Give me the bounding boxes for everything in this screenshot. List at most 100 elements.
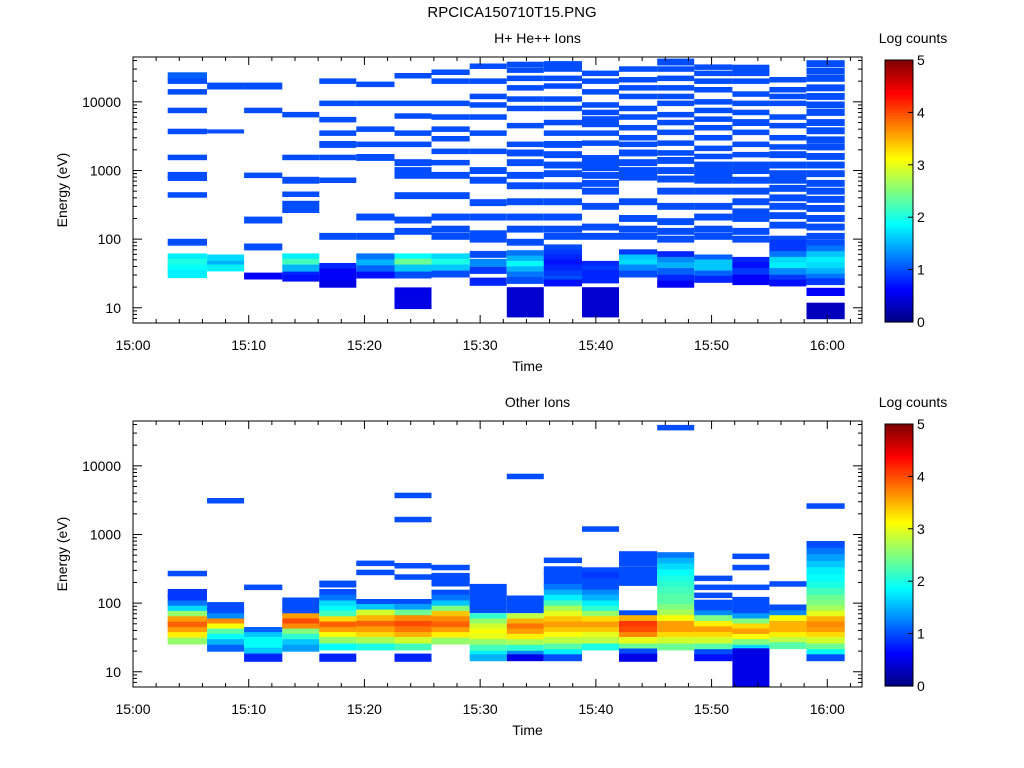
heatmap-cell (694, 259, 733, 268)
colorbar-segment (885, 555, 913, 559)
heatmap-cell (657, 581, 695, 590)
heatmap-cell (694, 145, 733, 152)
colorbar-segment (885, 159, 913, 163)
heatmap-cell (469, 618, 507, 627)
colorbar-segment (885, 528, 913, 533)
heatmap-cell (694, 575, 733, 582)
heatmap-cell (207, 613, 245, 622)
heatmap-cell (469, 148, 507, 155)
heatmap-cell (543, 96, 582, 102)
heatmap-cell (694, 264, 733, 273)
colorbar-segment (885, 426, 913, 430)
colorbar-segment (885, 479, 913, 483)
colorbar-segment (885, 526, 913, 530)
heatmap-cell (806, 205, 845, 212)
heatmap-cell (732, 187, 770, 195)
heatmap-cell (469, 277, 507, 286)
heatmap-cell (319, 154, 357, 161)
heatmap-cell (694, 64, 733, 70)
heatmap-cell (769, 170, 807, 178)
x-tick-label: 15:10 (231, 337, 266, 353)
heatmap-cell (506, 595, 544, 603)
heatmap-cell (657, 235, 695, 243)
heatmap-cell (806, 610, 845, 620)
heatmap-cell (506, 633, 544, 643)
heatmap-cell (506, 628, 544, 637)
heatmap-cell (582, 567, 619, 576)
heatmap-cell (806, 143, 845, 151)
heatmap-cell (694, 167, 733, 174)
heatmap-cell (543, 279, 582, 287)
heatmap-cell (431, 270, 470, 278)
heatmap-cell (394, 192, 432, 200)
heatmap-cell (207, 633, 245, 643)
colorbar-segment (885, 303, 913, 307)
heatmap-cell (769, 202, 807, 210)
heatmap-cell (806, 215, 845, 222)
heatmap-cell (582, 287, 619, 318)
heatmap-cell (582, 632, 619, 641)
heatmap-cell (543, 649, 582, 657)
plot-frame (132, 420, 863, 688)
heatmap-cell (244, 647, 283, 655)
colorbar-segment (885, 217, 913, 221)
colorbar-segment (885, 204, 913, 208)
heatmap-cell (657, 552, 695, 561)
heatmap-cell (619, 141, 658, 148)
colorbar-segment (885, 447, 913, 451)
heatmap-cell (543, 589, 582, 597)
heatmap-cell (806, 273, 845, 281)
colorbar-segment (885, 460, 913, 464)
colorbar-segment (885, 594, 913, 598)
heatmap-cell (619, 225, 658, 233)
heatmap-cell (769, 642, 807, 650)
heatmap-cell (469, 130, 507, 136)
heatmap-cell (657, 251, 695, 260)
heatmap-cell (769, 637, 807, 646)
heatmap-cell (657, 262, 695, 271)
colorbar-segment (885, 505, 913, 509)
heatmap-cell (694, 107, 733, 114)
heatmap-cell (582, 89, 619, 95)
heatmap-cell (732, 176, 770, 184)
heatmap-cell (356, 603, 395, 613)
colorbar-segment (885, 264, 913, 268)
heatmap-cell (469, 102, 507, 108)
heatmap-cell (619, 556, 658, 562)
heatmap-cell (732, 91, 770, 97)
heatmap-cell (469, 600, 507, 609)
colorbar-segment (885, 565, 913, 569)
heatmap-cell (806, 594, 845, 603)
heatmap-cell (506, 85, 544, 91)
heatmap-cell (582, 187, 619, 195)
heatmap-cell (431, 589, 470, 597)
colorbar-segment (885, 468, 913, 472)
heatmap-cell (657, 227, 695, 235)
colorbar-segment (885, 670, 913, 674)
heatmap-cell (394, 159, 432, 167)
x-tick-label: 15:20 (347, 337, 382, 353)
heatmap-cell (543, 151, 582, 159)
heatmap-cell (619, 579, 658, 586)
colorbar-segment (885, 623, 913, 627)
heatmap-cell (319, 627, 357, 636)
heatmap-cell (769, 235, 807, 243)
heatmap-cell (619, 135, 658, 141)
heatmap-cell (282, 258, 320, 267)
colorbar-segment (885, 104, 913, 108)
heatmap-cell (506, 271, 544, 279)
colorbar-segment (885, 442, 913, 446)
colorbar-segment (885, 219, 913, 224)
heatmap-cell (356, 615, 395, 624)
heatmap-cell (582, 130, 619, 136)
heatmap-cell (694, 626, 733, 635)
heatmap-cell (469, 235, 507, 243)
heatmap-cell (319, 580, 357, 588)
colorbar-segment (885, 238, 913, 242)
colorbar-segment (885, 583, 913, 588)
heatmap-cell (543, 119, 582, 126)
colorbar-segment (885, 518, 913, 522)
heatmap-cell (694, 161, 733, 169)
heatmap-cell (732, 215, 770, 222)
